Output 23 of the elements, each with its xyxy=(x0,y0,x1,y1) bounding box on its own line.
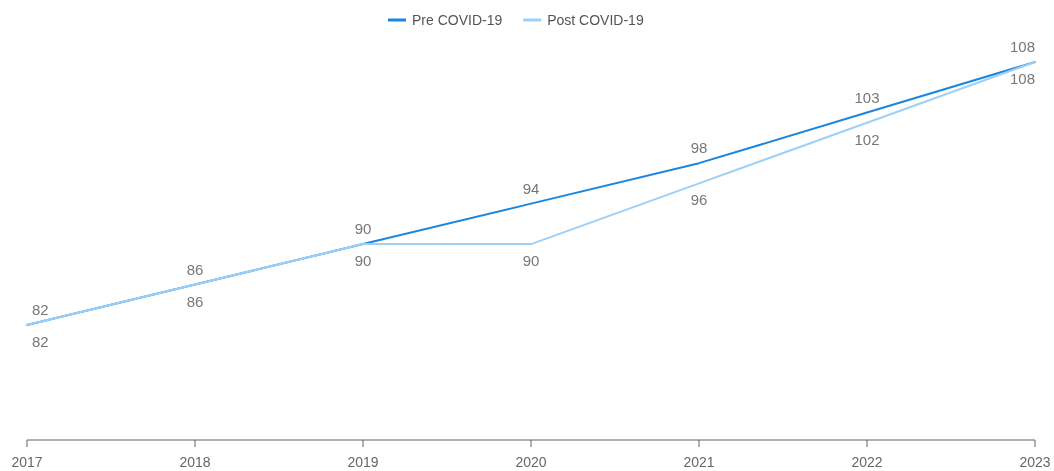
x-tick-label: 2023 xyxy=(1019,454,1051,470)
x-tick-label: 2021 xyxy=(683,454,715,470)
data-label: 90 xyxy=(522,252,540,270)
x-tick-label: 2018 xyxy=(179,454,211,470)
legend-label: Pre COVID-19 xyxy=(412,12,503,28)
data-label: 103 xyxy=(854,88,880,106)
data-label: 90 xyxy=(354,220,372,238)
data-label: 94 xyxy=(522,179,540,197)
data-label: 98 xyxy=(690,139,708,157)
data-label: 108 xyxy=(1009,38,1035,55)
x-tick-label: 2017 xyxy=(11,454,43,470)
data-label: 102 xyxy=(854,130,880,148)
data-label: 96 xyxy=(690,191,708,209)
x-tick-label: 2019 xyxy=(347,454,379,470)
data-label: 82 xyxy=(32,301,49,318)
legend-label: Post COVID-19 xyxy=(547,12,644,28)
x-tick-label: 2022 xyxy=(851,454,883,470)
data-label: 82 xyxy=(32,333,49,350)
data-label: 90 xyxy=(354,252,372,270)
x-tick-label: 2020 xyxy=(515,454,547,470)
data-label: 86 xyxy=(186,260,204,278)
data-label: 86 xyxy=(186,292,204,310)
data-label: 108 xyxy=(1009,70,1035,87)
